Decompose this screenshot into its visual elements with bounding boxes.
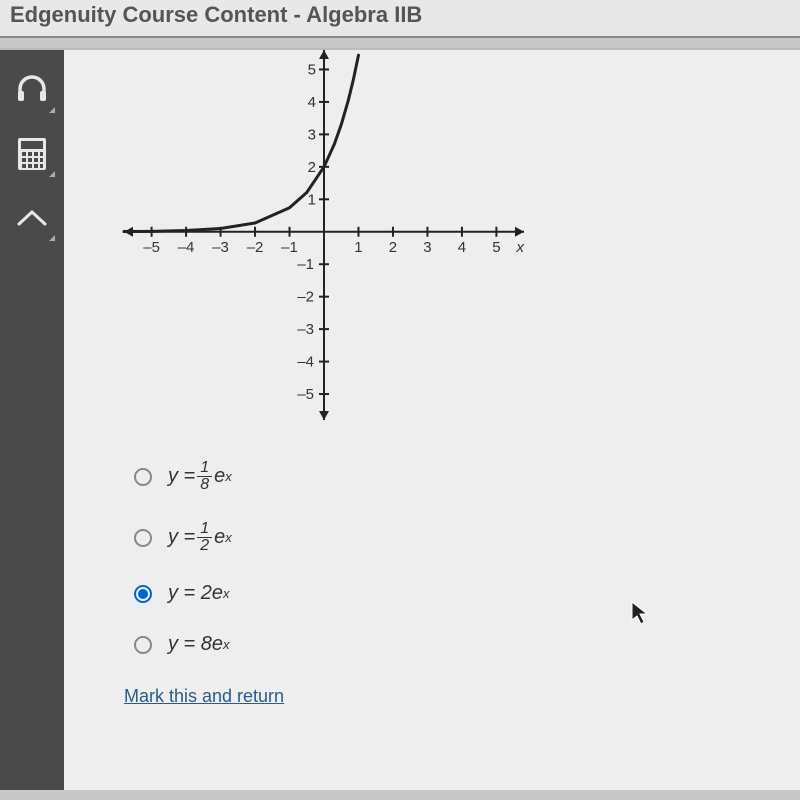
svg-text:3: 3 bbox=[308, 126, 316, 143]
equation-label: y = 12ex bbox=[168, 521, 232, 554]
answer-option[interactable]: y = 12ex bbox=[134, 521, 770, 554]
svg-text:–3: –3 bbox=[212, 239, 229, 256]
equation-label: y = 18ex bbox=[168, 460, 232, 493]
mark-and-return-link[interactable]: Mark this and return bbox=[124, 686, 770, 707]
svg-text:1: 1 bbox=[354, 239, 362, 256]
svg-text:–4: –4 bbox=[178, 239, 195, 256]
equation-label: y = 2ex bbox=[168, 582, 230, 605]
svg-text:–3: –3 bbox=[297, 321, 314, 338]
svg-text:–5: –5 bbox=[143, 239, 160, 256]
svg-text:–1: –1 bbox=[297, 256, 314, 273]
svg-text:–1: –1 bbox=[281, 239, 298, 256]
sidebar bbox=[0, 50, 64, 790]
answer-option[interactable]: y = 8ex bbox=[134, 633, 770, 656]
equation-label: y = 8ex bbox=[168, 633, 230, 656]
content-panel: –5–4–3–2–112345x–5–4–3–2–112345 y = 18ex… bbox=[64, 50, 800, 790]
svg-text:–4: –4 bbox=[297, 354, 314, 371]
exponential-chart: –5–4–3–2–112345x–5–4–3–2–112345 bbox=[114, 50, 534, 430]
collapse-icon[interactable] bbox=[12, 198, 52, 238]
main-area: –5–4–3–2–112345x–5–4–3–2–112345 y = 18ex… bbox=[0, 50, 800, 790]
svg-text:1: 1 bbox=[308, 191, 316, 208]
svg-text:5: 5 bbox=[308, 61, 316, 78]
svg-text:–5: –5 bbox=[297, 386, 314, 403]
page-title: Edgenuity Course Content - Algebra IIB bbox=[0, 0, 800, 38]
answer-options: y = 18ex y = 12ex y = 2ex y = 8ex bbox=[134, 460, 770, 656]
calculator-icon[interactable] bbox=[12, 134, 52, 174]
radio-button[interactable] bbox=[134, 636, 152, 654]
svg-text:2: 2 bbox=[308, 159, 316, 176]
svg-text:–2: –2 bbox=[247, 239, 264, 256]
chart-svg: –5–4–3–2–112345x–5–4–3–2–112345 bbox=[114, 50, 534, 430]
svg-text:x: x bbox=[516, 239, 525, 256]
course-title: Edgenuity Course Content - Algebra IIB bbox=[10, 2, 422, 27]
svg-text:5: 5 bbox=[492, 239, 500, 256]
svg-text:4: 4 bbox=[458, 239, 466, 256]
radio-button[interactable] bbox=[134, 585, 152, 603]
svg-text:3: 3 bbox=[423, 239, 431, 256]
svg-text:–2: –2 bbox=[297, 289, 314, 306]
answer-option[interactable]: y = 18ex bbox=[134, 460, 770, 493]
svg-text:4: 4 bbox=[308, 94, 316, 111]
svg-text:2: 2 bbox=[389, 239, 397, 256]
answer-option[interactable]: y = 2ex bbox=[134, 582, 770, 605]
radio-button[interactable] bbox=[134, 468, 152, 486]
radio-button[interactable] bbox=[134, 529, 152, 547]
headphones-icon[interactable] bbox=[12, 70, 52, 110]
